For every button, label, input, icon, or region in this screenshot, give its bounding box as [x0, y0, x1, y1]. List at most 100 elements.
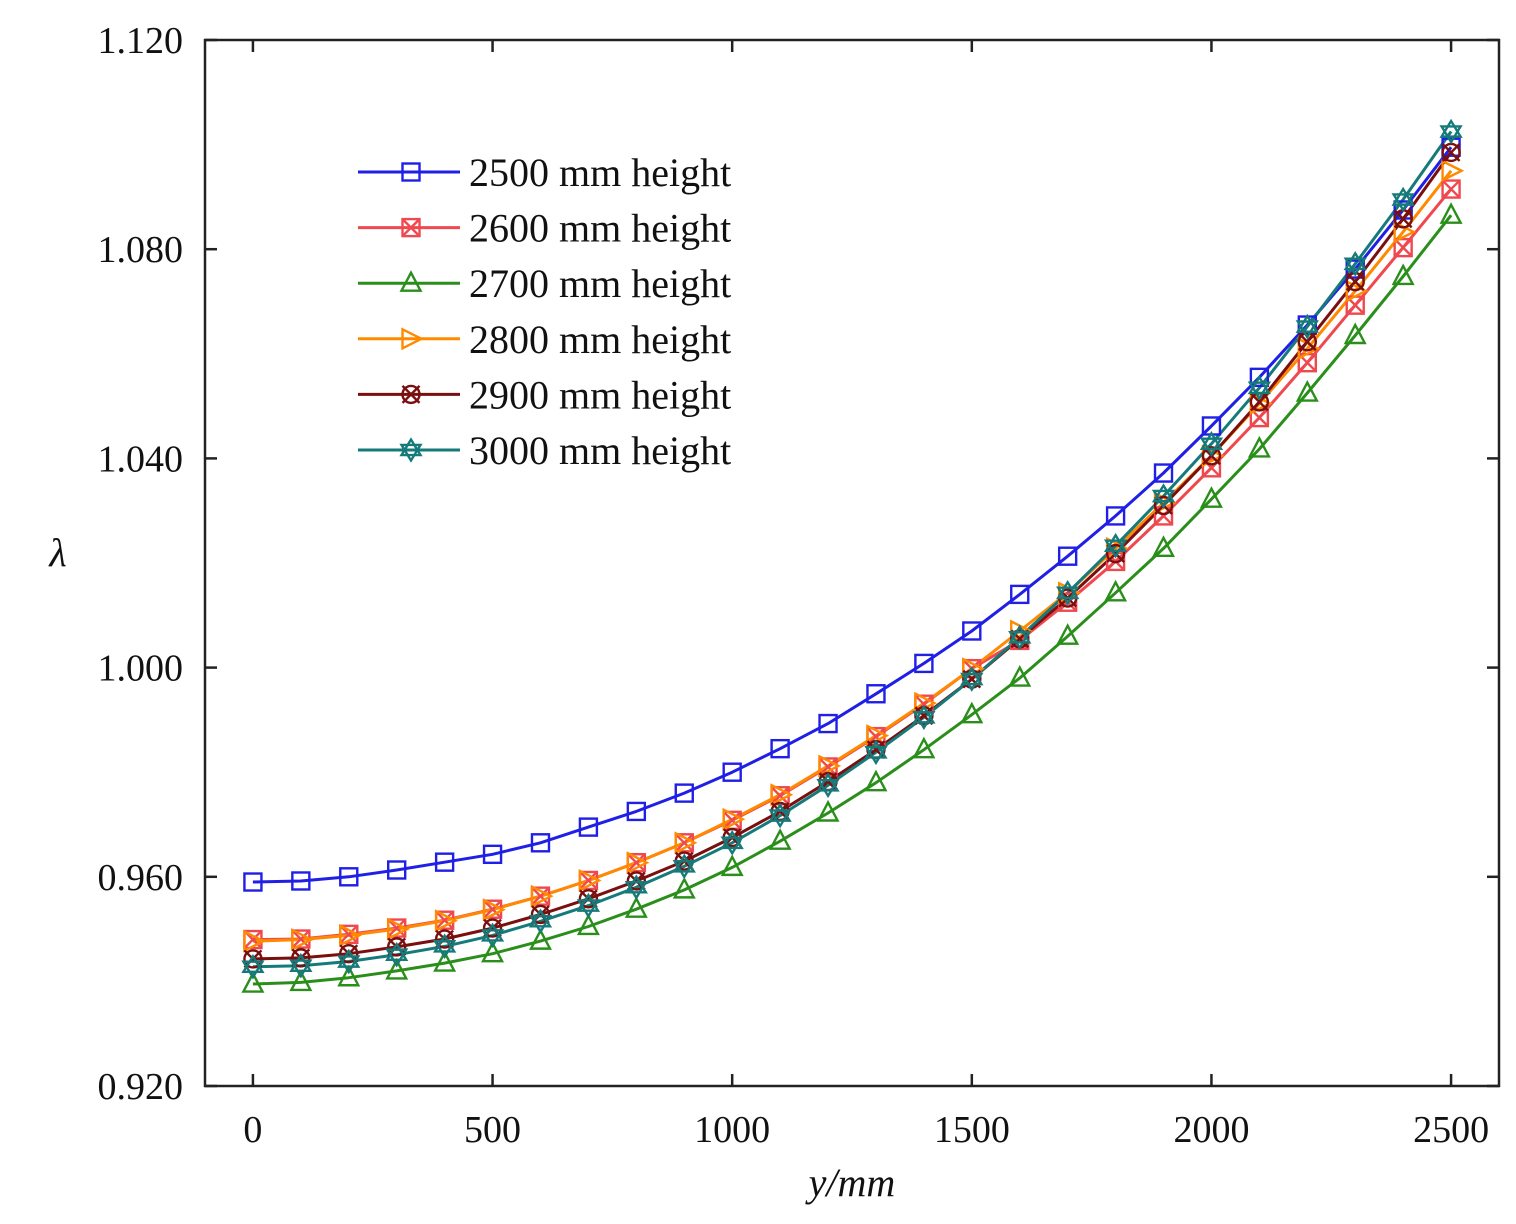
legend-marker — [401, 327, 425, 351]
y-tick-label: 0.920 — [98, 1066, 184, 1108]
data-point-2800 — [339, 923, 362, 947]
data-point-3000 — [816, 772, 840, 799]
data-point-2700 — [1439, 202, 1463, 224]
y-tick-label: 1.040 — [98, 438, 184, 480]
marker-layer — [241, 118, 1465, 993]
data-point-3000 — [1247, 374, 1272, 401]
legend-label: 2500 mm height — [469, 150, 731, 195]
data-point-2700 — [289, 969, 313, 992]
data-point-2700 — [960, 701, 984, 724]
data-point-2700 — [481, 940, 505, 963]
data-point-2800 — [1441, 159, 1465, 183]
data-point-2800 — [578, 869, 602, 892]
data-point-2800 — [291, 928, 315, 952]
data-point-3000 — [960, 666, 984, 692]
legend-label: 2900 mm height — [469, 372, 731, 417]
legend-marker — [399, 437, 423, 463]
data-point-2700 — [624, 896, 648, 918]
data-point-3000 — [1056, 580, 1080, 606]
data-point-3000 — [1199, 430, 1224, 457]
x-axis-title: y/mm — [805, 1160, 896, 1205]
data-point-2500 — [243, 872, 263, 892]
data-point-2700 — [385, 957, 409, 980]
data-point-2700 — [912, 736, 936, 759]
x-tick-label: 2500 — [1413, 1109, 1489, 1151]
legend-entry: 2900 mm height — [358, 372, 731, 417]
data-point-2700 — [1247, 435, 1271, 458]
legend-label: 2800 mm height — [469, 317, 731, 362]
data-point-2800 — [626, 851, 650, 875]
data-point-2800 — [818, 754, 842, 778]
data-point-3000 — [1295, 313, 1319, 340]
series-line-2500 — [252, 146, 1453, 884]
y-tick-label: 0.960 — [98, 857, 184, 899]
data-point-3000 — [528, 908, 553, 935]
legend: 2500 mm height 2600 mm height 2700 mm heig… — [358, 150, 731, 473]
data-point-2800 — [434, 909, 458, 933]
legend-entry: 3000 mm height — [358, 428, 731, 473]
y-tick-label: 1.080 — [98, 229, 184, 271]
x-tick-label: 1000 — [694, 1109, 770, 1151]
data-point-2500 — [914, 653, 934, 674]
data-point-2500 — [866, 684, 886, 704]
data-point-2700 — [1104, 579, 1128, 602]
data-point-2700 — [528, 928, 552, 950]
data-point-2800 — [387, 917, 410, 941]
data-point-2500 — [339, 867, 359, 887]
data-point-2600 — [1393, 237, 1413, 258]
data-point-2800 — [243, 929, 267, 953]
data-point-2700 — [1391, 263, 1415, 286]
series-layer — [252, 130, 1453, 986]
y-tick-label: 1.120 — [98, 20, 184, 62]
data-point-2700 — [337, 964, 361, 987]
x-tick-label: 500 — [464, 1109, 521, 1151]
x-tick-label: 1500 — [934, 1109, 1010, 1151]
data-point-3000 — [576, 892, 601, 919]
data-point-2500 — [1105, 506, 1126, 526]
legend-entry: 2600 mm height — [358, 206, 731, 251]
series-line-2600 — [252, 188, 1453, 942]
data-point-2700 — [720, 854, 744, 877]
series-line-2800 — [252, 169, 1453, 943]
data-point-3000 — [1008, 624, 1032, 651]
legend-label: 2700 mm height — [469, 261, 731, 306]
data-point-2700 — [433, 950, 457, 972]
data-point-3000 — [289, 952, 313, 979]
data-point-2800 — [1345, 279, 1369, 303]
data-point-3000 — [241, 953, 265, 980]
y-axis-title: λ — [48, 530, 66, 575]
data-point-2800 — [530, 884, 554, 908]
data-point-2500 — [722, 762, 742, 782]
data-point-2500 — [1153, 463, 1174, 483]
data-point-3000 — [1103, 532, 1128, 559]
x-tick-label: 0 — [243, 1109, 262, 1151]
data-point-2800 — [722, 807, 746, 831]
data-point-2900 — [1345, 271, 1365, 292]
data-point-3000 — [672, 853, 696, 880]
legend-marker — [401, 217, 421, 238]
series-line-2900 — [252, 151, 1453, 961]
legend-entry: 2700 mm height — [358, 261, 731, 306]
data-point-2700 — [1008, 664, 1032, 687]
data-point-2500 — [674, 783, 694, 803]
data-point-2500 — [962, 621, 982, 641]
data-point-2500 — [291, 871, 311, 891]
data-point-3000 — [1343, 251, 1367, 277]
data-point-2500 — [1441, 137, 1461, 157]
data-point-3000 — [337, 948, 361, 975]
data-point-2800 — [770, 783, 794, 807]
legend-marker — [401, 384, 421, 405]
legend-marker — [399, 270, 423, 292]
data-point-3000 — [1439, 118, 1463, 145]
data-point-2700 — [768, 828, 792, 850]
data-point-2500 — [1010, 584, 1030, 605]
data-point-2700 — [241, 970, 265, 993]
legend-entry: 2800 mm height — [358, 317, 731, 362]
data-point-3000 — [1151, 483, 1176, 509]
x-tick-label: 2000 — [1173, 1109, 1249, 1151]
data-point-2800 — [674, 831, 698, 855]
data-point-3000 — [432, 933, 457, 960]
series-line-2700 — [252, 214, 1453, 986]
legend-label: 3000 mm height — [469, 428, 731, 473]
